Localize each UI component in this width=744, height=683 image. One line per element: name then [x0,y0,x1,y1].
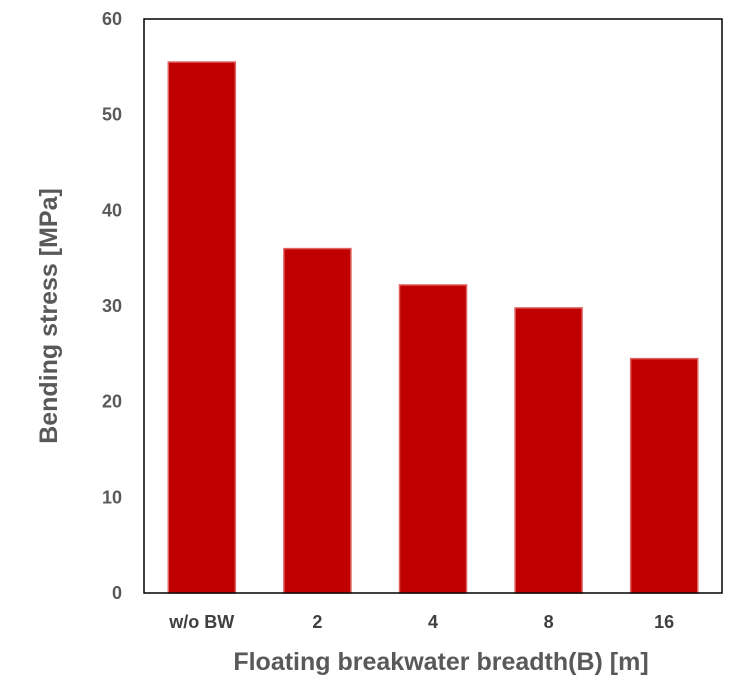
y-tick-label: 40 [102,200,122,220]
bar [398,284,468,594]
y-tick-label: 0 [112,583,122,603]
bar [514,307,583,594]
y-tick-label: 60 [102,9,122,29]
x-category-labels: w/o BW 2 4 8 16 [168,612,674,632]
x-category-label: 2 [312,612,322,632]
y-axis-title: Bending stress [MPa] [35,188,63,444]
plot-frame [143,18,723,594]
y-tick-label: 20 [102,392,122,412]
x-category-label: 8 [544,612,554,632]
y-tick-labels: 0 10 20 30 40 50 60 [102,9,122,603]
x-category-label: 16 [654,612,674,632]
y-tick-label: 50 [102,105,122,125]
bars-group [167,61,699,594]
y-tick-label: 30 [102,296,122,316]
x-category-label: w/o BW [168,612,234,632]
bar [629,357,699,594]
y-tick-label: 10 [102,487,122,507]
x-axis-title: Floating breakwater breadth(B) [m] [233,648,648,676]
x-category-label: 4 [428,612,438,632]
bar [283,247,352,594]
bar [167,61,237,594]
